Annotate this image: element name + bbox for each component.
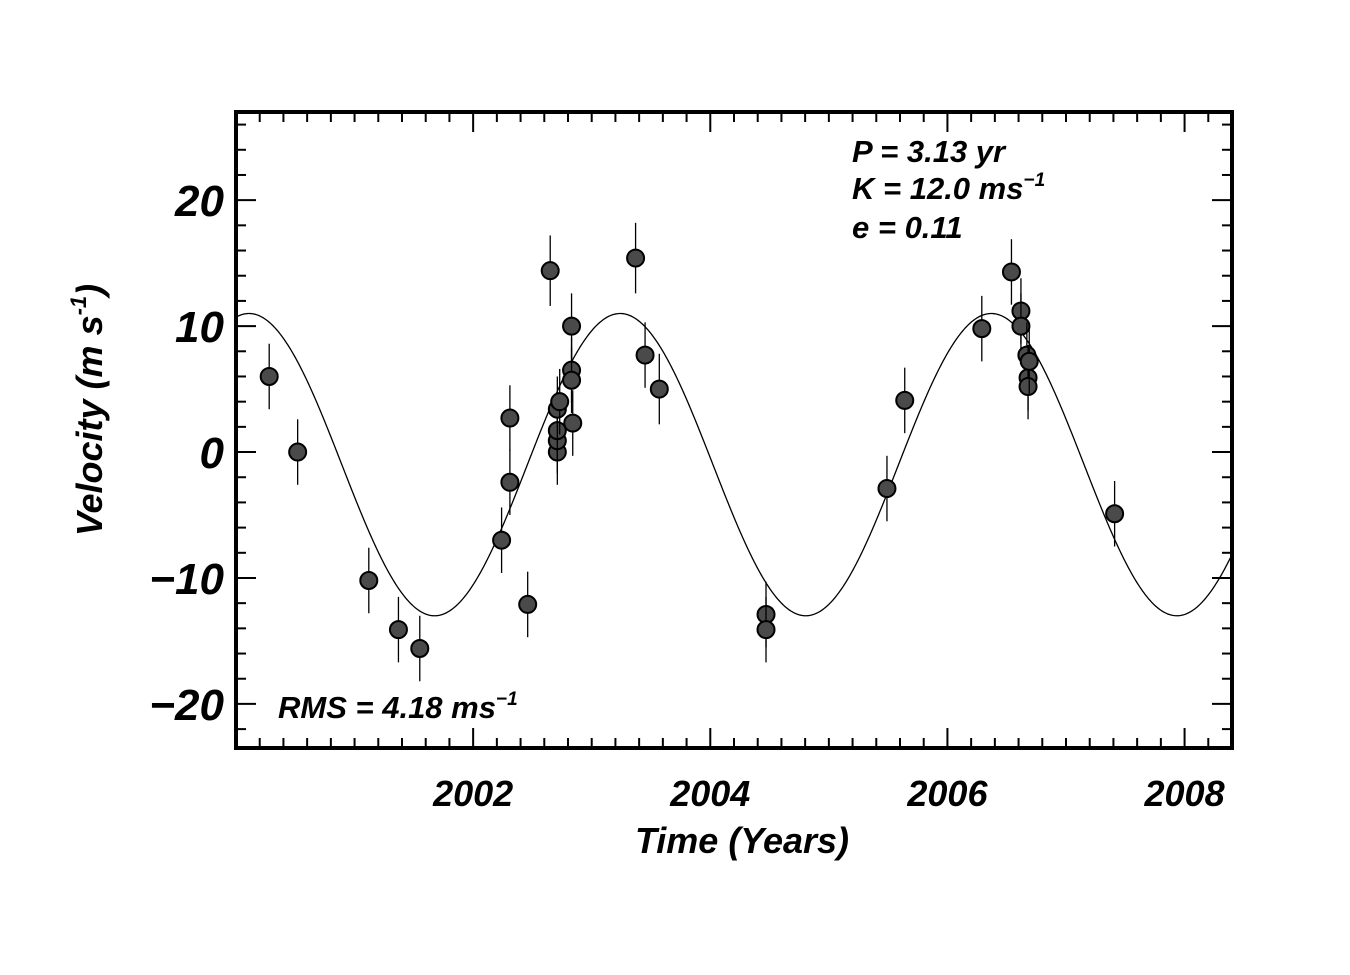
y-axis-title-close: ) bbox=[69, 284, 110, 300]
y-tick-labels: −20 −10 0 10 20 bbox=[149, 177, 224, 730]
data-point bbox=[756, 596, 776, 663]
plot-frame bbox=[234, 110, 1234, 750]
axis-ticks bbox=[235, 112, 1233, 748]
data-point bbox=[410, 615, 430, 682]
y-axis-title-sup: -1 bbox=[66, 296, 91, 316]
data-point bbox=[626, 222, 646, 294]
amplitude-annotation-sup: −1 bbox=[1023, 170, 1045, 191]
rms-annotation-main: RMS = 4.18 ms bbox=[278, 690, 496, 725]
data-point bbox=[562, 347, 582, 413]
data-marker bbox=[756, 620, 776, 640]
data-marker bbox=[563, 413, 583, 433]
data-point bbox=[550, 368, 570, 435]
data-point bbox=[492, 507, 512, 573]
data-point bbox=[1105, 481, 1125, 547]
data-marker bbox=[388, 620, 408, 640]
data-marker bbox=[877, 479, 897, 499]
y-tick-label: −10 bbox=[149, 555, 224, 604]
data-point bbox=[972, 295, 992, 362]
data-marker bbox=[562, 316, 582, 336]
data-marker bbox=[518, 594, 538, 614]
data-point bbox=[259, 343, 279, 410]
data-point bbox=[540, 235, 560, 306]
x-tick-label: 2006 bbox=[906, 773, 988, 814]
data-marker bbox=[649, 379, 669, 399]
data-points bbox=[259, 222, 1125, 682]
eccentricity-annotation: e = 0.11 bbox=[852, 210, 963, 245]
data-point bbox=[1001, 239, 1021, 305]
data-marker bbox=[562, 370, 582, 390]
amplitude-annotation-main: K = 12.0 ms bbox=[852, 171, 1023, 206]
y-axis-title: Velocity (m s-1) bbox=[66, 284, 110, 536]
data-marker bbox=[635, 345, 655, 365]
data-point bbox=[500, 449, 520, 516]
data-point bbox=[649, 353, 669, 425]
data-marker bbox=[288, 442, 308, 462]
data-marker bbox=[1105, 504, 1125, 524]
data-marker bbox=[550, 392, 570, 412]
x-tick-label: 2004 bbox=[669, 773, 750, 814]
orbit-fit-curve bbox=[236, 312, 1232, 617]
data-point bbox=[288, 419, 308, 485]
data-marker bbox=[500, 472, 520, 492]
data-point bbox=[518, 571, 538, 638]
rms-annotation-sup: −1 bbox=[496, 689, 518, 710]
y-tick-label: 10 bbox=[175, 303, 224, 352]
y-tick-label: 0 bbox=[200, 429, 225, 478]
data-point bbox=[563, 390, 583, 456]
data-point bbox=[500, 385, 520, 451]
data-marker bbox=[500, 408, 520, 428]
data-marker bbox=[1001, 262, 1021, 282]
data-marker bbox=[492, 530, 512, 550]
data-point bbox=[1019, 328, 1039, 395]
y-tick-label: 20 bbox=[174, 177, 224, 226]
data-marker bbox=[972, 319, 992, 339]
data-point bbox=[635, 322, 655, 388]
data-marker bbox=[359, 570, 379, 590]
data-point bbox=[388, 596, 408, 663]
amplitude-annotation: K = 12.0 ms−1 bbox=[852, 170, 1045, 206]
y-axis-title-main: Velocity (m s bbox=[69, 315, 110, 536]
data-marker bbox=[626, 248, 646, 268]
x-tick-labels: 2002 2004 2006 2008 bbox=[432, 773, 1225, 814]
data-marker bbox=[1019, 351, 1039, 371]
y-tick-label: −20 bbox=[149, 681, 224, 730]
data-marker bbox=[1011, 316, 1031, 336]
data-marker bbox=[410, 639, 430, 659]
data-marker bbox=[1018, 377, 1038, 397]
x-axis-title: Time (Years) bbox=[635, 820, 849, 861]
data-marker bbox=[895, 390, 915, 410]
rms-annotation: RMS = 4.18 ms−1 bbox=[278, 689, 518, 725]
x-tick-label: 2002 bbox=[432, 773, 513, 814]
period-annotation: P = 3.13 yr bbox=[852, 134, 1007, 169]
data-marker bbox=[259, 366, 279, 386]
data-marker bbox=[540, 261, 560, 281]
data-point bbox=[895, 367, 915, 434]
data-point bbox=[359, 547, 379, 614]
data-point bbox=[877, 455, 897, 522]
x-tick-label: 2008 bbox=[1144, 773, 1225, 814]
